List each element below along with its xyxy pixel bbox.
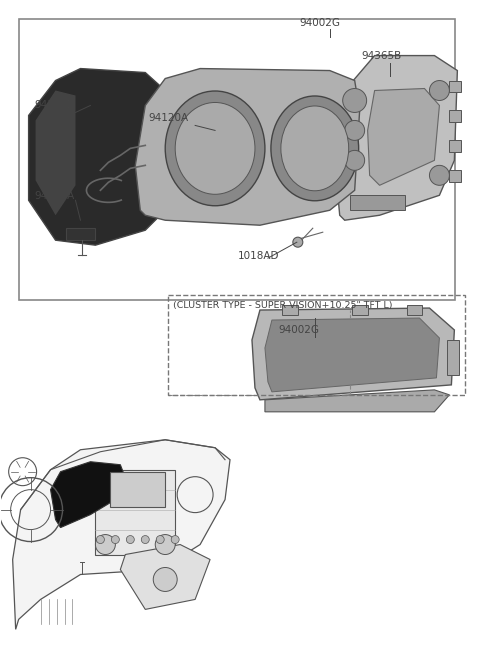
- Circle shape: [293, 237, 303, 247]
- Ellipse shape: [175, 102, 255, 194]
- Bar: [96, 470, 175, 555]
- Ellipse shape: [281, 106, 348, 191]
- Circle shape: [171, 535, 179, 543]
- Circle shape: [96, 535, 115, 555]
- Bar: [449, 110, 461, 122]
- Circle shape: [141, 535, 149, 543]
- Text: 94365B: 94365B: [361, 51, 402, 60]
- Polygon shape: [252, 308, 455, 400]
- Bar: [352, 305, 368, 315]
- Polygon shape: [368, 89, 439, 185]
- Bar: [110, 472, 165, 507]
- Bar: [449, 141, 461, 152]
- Circle shape: [111, 535, 120, 543]
- Bar: [449, 81, 461, 93]
- Bar: [282, 305, 298, 315]
- Polygon shape: [135, 68, 360, 225]
- Polygon shape: [120, 545, 210, 610]
- Circle shape: [343, 89, 367, 112]
- Bar: [447, 340, 459, 375]
- Polygon shape: [36, 91, 75, 215]
- Circle shape: [345, 150, 365, 170]
- Polygon shape: [29, 68, 165, 245]
- Ellipse shape: [165, 91, 265, 206]
- Polygon shape: [12, 440, 230, 629]
- Polygon shape: [265, 318, 439, 392]
- Text: 1018AD: 1018AD: [238, 251, 279, 261]
- Circle shape: [126, 535, 134, 543]
- Circle shape: [96, 535, 104, 543]
- Circle shape: [156, 535, 164, 543]
- Bar: [19, 18, 456, 300]
- Circle shape: [155, 535, 175, 555]
- Text: 94363A: 94363A: [35, 191, 75, 201]
- Circle shape: [153, 568, 177, 591]
- Circle shape: [345, 120, 365, 141]
- Circle shape: [430, 81, 449, 101]
- Text: (CLUSTER TYPE - SUPER VISION+10.25" TFT L): (CLUSTER TYPE - SUPER VISION+10.25" TFT …: [173, 300, 393, 309]
- Polygon shape: [335, 56, 457, 220]
- Ellipse shape: [271, 96, 359, 201]
- Text: 94002G: 94002G: [300, 18, 341, 28]
- Text: 94360D: 94360D: [35, 101, 75, 110]
- Polygon shape: [265, 390, 449, 412]
- Bar: [449, 170, 461, 182]
- Bar: [350, 195, 405, 210]
- Bar: [65, 228, 96, 240]
- Bar: [168, 295, 465, 395]
- Polygon shape: [50, 462, 125, 528]
- Bar: [407, 305, 422, 315]
- Text: 94002G: 94002G: [278, 325, 319, 335]
- Circle shape: [430, 166, 449, 185]
- Text: 94120A: 94120A: [148, 114, 188, 124]
